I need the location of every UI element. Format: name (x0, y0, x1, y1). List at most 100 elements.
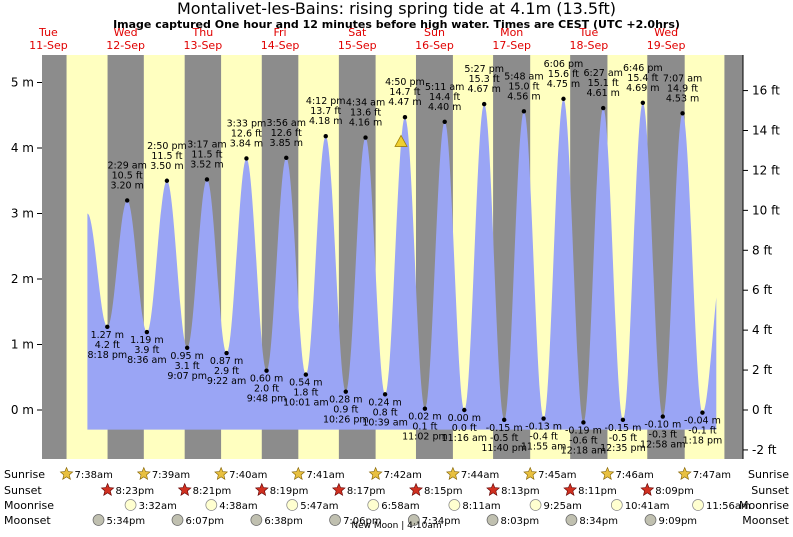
high-tide-label: 3.20 m (110, 180, 143, 191)
sunrise-time: 7:46am (615, 470, 653, 481)
axes: 0 m 1 m 2 m 3 m 4 m 5 m -2 ft 0 ft 2 ft 4 ft 6 ft 8… (11, 55, 780, 459)
low-tide-label: 2.0 ft (254, 384, 279, 395)
sunset-time: 8:13pm (501, 486, 540, 497)
high-tide-label: 3.85 m (270, 138, 303, 149)
chart-title: Montalivet-les-Bains: rising spring tide… (177, 0, 616, 18)
left-tick-label: 2 m (11, 272, 34, 286)
sunrise-time: 7:42am (384, 470, 422, 481)
low-tide-label: 0.00 m (448, 413, 481, 424)
high-tide-label: 4.16 m (349, 118, 382, 129)
sunset-icon (640, 482, 655, 496)
high-tide-label: 5:11 am (425, 82, 464, 93)
high-tide-label: 3.84 m (230, 138, 263, 149)
low-tide-label: 3.1 ft (175, 361, 200, 372)
right-tick-label: 16 ft (752, 84, 780, 98)
high-tide-label: 6:46 pm (623, 63, 663, 74)
low-tide-label: -0.5 ft (490, 433, 519, 444)
sunset-time: 8:15pm (424, 486, 463, 497)
sunrise-icon (214, 466, 229, 480)
high-tide-label: 11.5 ft (151, 151, 182, 162)
day-date: 11-Sep (29, 39, 68, 52)
high-tide-point (601, 105, 606, 111)
left-tick-label: 1 m (11, 338, 34, 352)
high-tide-label: 4.67 m (467, 84, 500, 95)
high-tide-point (402, 115, 408, 120)
low-tide-label: 2.9 ft (214, 366, 239, 377)
low-tide-label: -0.6 ft (569, 435, 598, 446)
day-date: 12-Sep (106, 39, 145, 52)
sunset-icon (100, 482, 115, 496)
high-tide-label: 4.53 m (666, 93, 699, 104)
high-tide-point (640, 100, 646, 106)
moonset-time: 9:09pm (658, 516, 697, 527)
high-tide-label: 4:34 am (346, 98, 385, 109)
row-label-right: Sunrise (748, 468, 789, 481)
low-tide-point (264, 368, 269, 373)
right-tick-label: 0 ft (752, 403, 772, 417)
day-name: Wed (114, 26, 138, 39)
high-tide-point (561, 96, 566, 102)
low-tide-point (382, 392, 388, 397)
sun-moon-rows: Sunrise Sunrise Sunset Sunset Moonrise Moonri… (4, 466, 790, 527)
right-tick-label: 2 ft (752, 363, 772, 377)
tide-curve (87, 98, 717, 430)
high-tide-point (284, 155, 289, 161)
high-tide-point (244, 156, 249, 161)
moonrise-time: 5:47am (300, 501, 338, 512)
low-tide-label: -0.13 m (525, 422, 562, 433)
sunset-time: 8:11pm (578, 486, 617, 497)
sunset-icon (409, 482, 423, 496)
low-tide-label: 11:02 pm (402, 432, 448, 443)
moonrise-icon (529, 499, 542, 511)
row-label-right: Moonset (742, 514, 789, 527)
low-tide-label: -0.15 m (486, 423, 523, 434)
right-tick-label: 10 ft (752, 203, 780, 217)
high-tide-label: 15.3 ft (469, 74, 500, 85)
moonrise-time: 8:11am (462, 501, 500, 512)
sunrise-time: 7:45am (538, 470, 576, 481)
low-tide-point (303, 372, 309, 377)
sunrise-icon (677, 466, 692, 480)
sunrise-icon (291, 466, 306, 480)
high-tide-point (481, 101, 487, 107)
high-tide-label: 15.1 ft (588, 78, 619, 89)
high-tide-label: 4.69 m (626, 83, 659, 94)
high-tide-label: 13.6 ft (350, 108, 381, 119)
low-tide-label: 9:07 pm (167, 371, 207, 382)
left-tick-label: 0 m (11, 403, 34, 417)
low-tide-point (144, 329, 150, 335)
low-tide-label: 12:35 pm (600, 443, 646, 454)
day-name: Thu (192, 26, 214, 39)
high-tide-point (442, 119, 447, 125)
low-tide-label: 10:39 am (362, 417, 407, 428)
moonset-icon (171, 514, 184, 526)
day-name: Sun (424, 26, 445, 39)
high-tide-label: 6:06 pm (544, 59, 584, 70)
low-tide-label: 1.19 m (130, 335, 163, 346)
low-tide-label: -0.15 m (604, 423, 641, 434)
day-date: 13-Sep (183, 39, 222, 52)
right-tick-label: 8 ft (752, 243, 772, 257)
moonrise-icon (610, 499, 623, 511)
high-tide-label: 13.7 ft (310, 106, 341, 117)
low-tide-label: 10:01 am (283, 398, 328, 409)
chart-subtitle: Image captured One hour and 12 minutes b… (113, 18, 680, 31)
sunset-icon (177, 482, 192, 496)
moonset-time: 6:07pm (186, 516, 225, 527)
low-tide-point (224, 350, 229, 356)
high-tide-label: 4.47 m (388, 97, 421, 108)
high-tide-label: 4:12 pm (306, 96, 346, 107)
left-tick-label: 3 m (11, 207, 34, 221)
sunrise-time: 7:47am (693, 470, 731, 481)
sunrise-time: 7:40am (229, 470, 267, 481)
low-tide-label: 0.0 ft (452, 423, 477, 434)
high-tide-label: 12.6 ft (271, 128, 302, 139)
high-tide-label: 4.75 m (547, 79, 580, 90)
low-tide-label: 12:58 am (640, 440, 685, 451)
high-tide-label: 3:17 am (187, 139, 226, 150)
low-tide-point (343, 389, 348, 394)
day-date: 15-Sep (338, 39, 377, 52)
moonrise-time: 11:56am (706, 501, 751, 512)
right-tick-label: 12 ft (752, 163, 780, 177)
day-name: Tue (578, 26, 598, 39)
